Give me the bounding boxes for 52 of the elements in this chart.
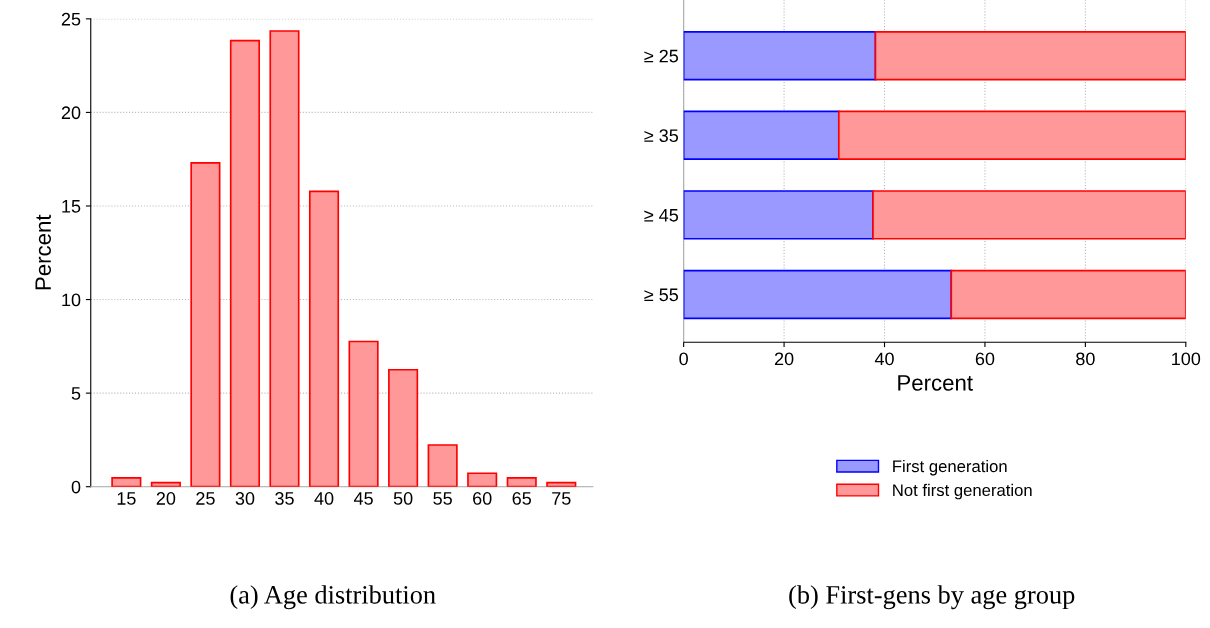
bar	[308, 190, 340, 487]
x-tick-label: 75	[552, 492, 571, 505]
legend-label: First generation	[893, 459, 1007, 476]
bar	[269, 30, 300, 487]
y-tick-label: ≥ 45	[644, 209, 679, 222]
text: (b) First-gens by age group	[789, 585, 1075, 610]
y-tick-label: 0	[71, 480, 81, 494]
bar	[683, 190, 874, 240]
y-tick-label: 10	[62, 293, 81, 307]
bar	[950, 269, 1186, 320]
bar	[837, 110, 1186, 161]
bar	[427, 444, 458, 487]
y-axis-title: Percent	[35, 214, 51, 290]
x-tick-label: 80	[1076, 352, 1095, 366]
y-tick-label: ≥ 25	[644, 49, 679, 63]
x-tick-label: 20	[774, 352, 794, 366]
bar	[229, 39, 261, 487]
x-tick-label: 60	[473, 492, 492, 505]
x-tick-label: 20	[156, 492, 176, 505]
text: (a) Age distribution	[230, 585, 436, 610]
y-tick-label: ≥ 35	[644, 129, 679, 143]
bar	[683, 31, 877, 81]
x-tick-label: 100	[1172, 352, 1201, 366]
bar	[348, 340, 379, 487]
bar	[388, 368, 419, 487]
bar	[874, 31, 1186, 81]
x-tick-label: 35	[275, 492, 294, 505]
bar	[872, 190, 1186, 240]
x-tick-label: 30	[235, 492, 255, 505]
x-tick-label: 45	[353, 492, 373, 505]
bar	[683, 269, 953, 320]
x-tick-label: 60	[975, 352, 995, 366]
x-tick-label: 40	[874, 352, 894, 366]
x-tick-label: 0	[679, 352, 688, 366]
bar	[683, 110, 840, 161]
x-tick-label: 55	[433, 492, 452, 505]
y-tick-label: 20	[61, 106, 81, 120]
x-tick-label: 65	[512, 492, 532, 505]
bar	[111, 477, 142, 487]
bar	[467, 472, 498, 487]
y-tick-label: 25	[61, 12, 81, 26]
x-tick-label: 25	[196, 492, 215, 505]
x-tick-label: 15	[117, 492, 136, 505]
x-axis-title: Percent	[898, 375, 973, 391]
x-tick-label: 40	[314, 492, 334, 505]
y-tick-label: 15	[62, 200, 81, 213]
legend-label: Not first generation	[893, 483, 1032, 500]
y-tick-label: ≥ 55	[644, 288, 679, 302]
y-tick-label: 5	[71, 387, 81, 400]
bar	[190, 162, 221, 487]
x-tick-label: 50	[393, 492, 413, 505]
bar	[506, 477, 537, 487]
